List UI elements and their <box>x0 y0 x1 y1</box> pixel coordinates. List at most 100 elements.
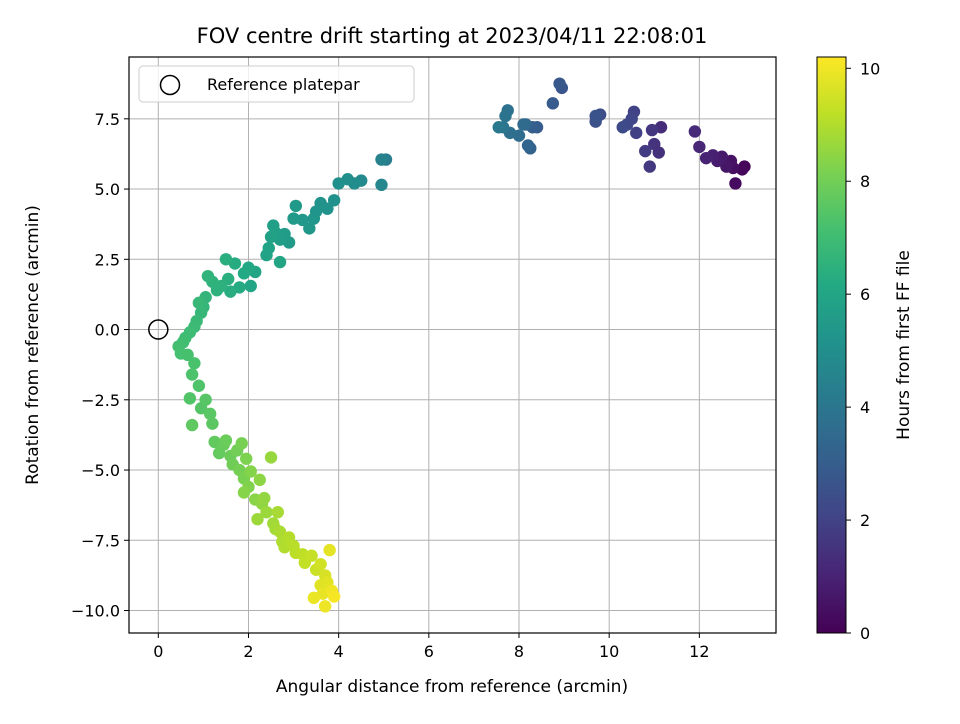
data-point <box>327 194 341 207</box>
data-point <box>258 491 271 505</box>
x-tick-label: 8 <box>514 642 524 661</box>
colorbar-tick-label: 8 <box>860 172 870 191</box>
data-point <box>219 434 233 447</box>
data-point <box>260 248 273 262</box>
grid-lines <box>129 57 776 633</box>
data-point <box>332 177 345 190</box>
y-tick-label: −7.5 <box>81 531 120 550</box>
x-axis-label: Angular distance from reference (arcmin) <box>276 677 628 697</box>
data-point <box>305 549 318 562</box>
data-point <box>185 418 199 432</box>
data-point <box>192 379 206 392</box>
colorbar-tick-label: 10 <box>860 59 880 78</box>
data-point <box>720 160 733 173</box>
y-tick-label: 0.0 <box>95 321 120 340</box>
data-point <box>630 126 643 140</box>
data-point <box>643 160 656 173</box>
data-point <box>693 140 706 154</box>
x-tick-label: 12 <box>689 642 709 661</box>
data-point <box>553 77 566 90</box>
data-point <box>240 452 253 465</box>
data-point <box>253 473 266 487</box>
plot-frame <box>128 56 777 634</box>
data-point <box>645 123 659 137</box>
x-axis-ticks: 0 2 4 6 8 10 12 <box>153 633 710 661</box>
y-tick-label: −10.0 <box>71 602 120 621</box>
colorbar-tick-label: 6 <box>860 285 870 304</box>
data-point <box>323 543 336 557</box>
data-point <box>235 437 248 450</box>
data-point <box>192 296 206 310</box>
colorbar-tick-label: 2 <box>860 511 870 530</box>
data-point <box>729 177 742 190</box>
reference-point-marker <box>148 319 169 340</box>
data-point <box>521 139 535 152</box>
y-tick-label: −2.5 <box>81 391 120 410</box>
colorbar-ticks: 0 2 4 6 8 10 <box>846 59 880 643</box>
data-point <box>224 285 237 298</box>
data-point <box>492 121 505 134</box>
data-point <box>639 144 652 158</box>
data-point <box>244 465 257 478</box>
legend: Reference platepar <box>138 65 415 103</box>
colorbar <box>816 56 847 634</box>
x-tick-label: 2 <box>243 642 253 661</box>
data-point <box>327 590 341 603</box>
data-point <box>264 451 278 464</box>
data-point <box>264 230 278 244</box>
data-point <box>185 368 199 381</box>
data-point <box>589 109 602 123</box>
data-point <box>219 253 233 266</box>
data-point <box>183 392 197 405</box>
data-point <box>251 513 264 526</box>
colorbar-tick-label: 0 <box>860 624 870 643</box>
data-point <box>181 348 194 362</box>
data-point <box>260 505 273 519</box>
data-point <box>499 109 512 123</box>
legend-marker-icon <box>159 74 181 96</box>
data-point <box>517 118 530 131</box>
data-points <box>172 77 751 613</box>
data-point <box>267 219 280 232</box>
plot-area <box>129 57 776 633</box>
x-tick-label: 4 <box>334 642 344 661</box>
y-axis-label: Rotation from reference (arcmin) <box>23 205 43 485</box>
y-tick-label: 5.0 <box>95 180 120 199</box>
data-point <box>648 137 661 151</box>
y-tick-label: −5.0 <box>81 461 120 480</box>
data-point <box>201 269 215 283</box>
legend-box <box>138 65 415 103</box>
data-point <box>206 417 219 430</box>
data-point <box>237 267 251 280</box>
x-tick-label: 10 <box>599 642 619 661</box>
data-point <box>375 178 388 192</box>
chart-title: FOV centre drift starting at 2023/04/11 … <box>197 24 708 48</box>
colorbar-tick-label: 4 <box>860 398 870 417</box>
data-point <box>237 486 251 499</box>
data-point <box>616 121 629 134</box>
data-point <box>273 525 287 539</box>
data-point <box>546 97 560 110</box>
colorbar-label: Hours from first FF file <box>894 250 914 440</box>
data-point <box>273 255 287 269</box>
y-tick-label: 2.5 <box>95 250 120 269</box>
data-point <box>289 199 303 213</box>
data-point <box>314 557 327 571</box>
data-point <box>699 151 713 165</box>
data-point <box>287 212 300 225</box>
data-point <box>188 357 201 370</box>
data-point <box>307 591 321 605</box>
data-point <box>244 279 257 293</box>
y-tick-label: 7.5 <box>95 110 120 129</box>
y-axis-ticks: −10.0 −7.5 −5.0 −2.5 0.0 2.5 5.0 7.5 <box>71 110 129 621</box>
x-tick-label: 6 <box>424 642 434 661</box>
x-tick-label: 0 <box>153 642 163 661</box>
legend-label: Reference platepar <box>207 75 360 94</box>
data-point <box>375 153 388 166</box>
data-point <box>318 600 332 613</box>
data-point <box>199 393 212 406</box>
data-point <box>271 505 284 519</box>
data-point <box>688 125 702 138</box>
data-point <box>303 222 316 235</box>
